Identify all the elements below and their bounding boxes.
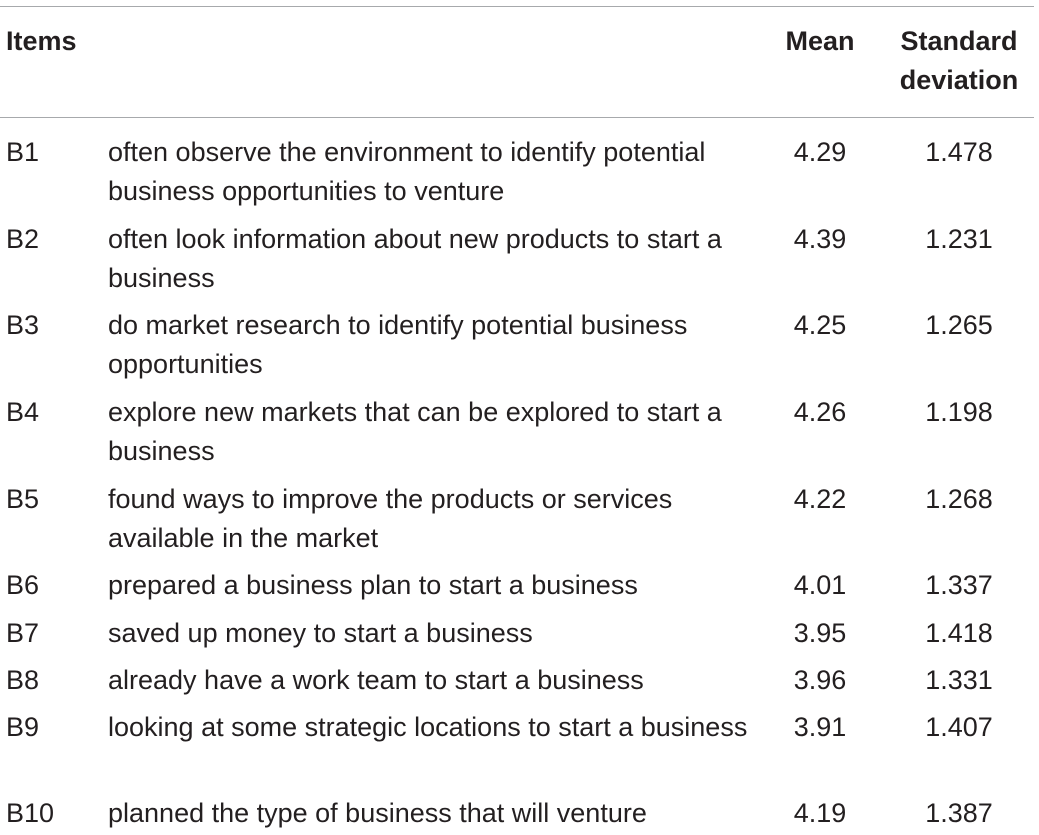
- header-mean: Mean: [785, 26, 855, 56]
- row-description: prepared a business plan to start a busi…: [108, 570, 638, 600]
- row-standard-deviation: 1.478: [925, 137, 993, 167]
- row-description: found ways to improve the products or se…: [108, 484, 673, 553]
- header-rule: [0, 117, 1034, 118]
- row-id: B4: [6, 397, 40, 427]
- header-standard-deviation: Standard deviation: [899, 26, 1019, 95]
- row-id: B9: [6, 712, 40, 742]
- row-mean: 4.19: [793, 798, 847, 828]
- row-mean: 4.25: [793, 310, 847, 340]
- row-description: looking at some strategic locations to s…: [108, 712, 748, 742]
- row-mean: 3.95: [793, 618, 847, 648]
- row-standard-deviation: 1.387: [925, 798, 993, 828]
- row-id: B1: [6, 137, 40, 167]
- row-standard-deviation: 1.418: [925, 618, 993, 648]
- row-mean: 4.22: [793, 484, 847, 514]
- row-description: planned the type of business that will v…: [108, 798, 647, 828]
- header-items: Items: [6, 26, 77, 56]
- row-standard-deviation: 1.337: [925, 570, 993, 600]
- row-standard-deviation: 1.265: [925, 310, 993, 340]
- row-id: B10: [6, 798, 55, 828]
- row-standard-deviation: 1.331: [925, 665, 993, 695]
- row-standard-deviation: 1.231: [925, 224, 993, 254]
- row-id: B8: [6, 665, 40, 695]
- row-id: B3: [6, 310, 40, 340]
- row-description: often observe the environment to identif…: [108, 137, 706, 206]
- row-mean: 4.29: [793, 137, 847, 167]
- row-id: B7: [6, 618, 40, 648]
- row-description: saved up money to start a business: [108, 618, 533, 648]
- row-mean: 4.26: [793, 397, 847, 427]
- row-mean: 4.01: [793, 570, 847, 600]
- row-description: already have a work team to start a busi…: [108, 665, 644, 695]
- row-id: B6: [6, 570, 40, 600]
- top-rule: [0, 6, 1034, 7]
- row-id: B5: [6, 484, 40, 514]
- row-id: B2: [6, 224, 40, 254]
- row-standard-deviation: 1.268: [925, 484, 993, 514]
- row-standard-deviation: 1.198: [925, 397, 993, 427]
- row-standard-deviation: 1.407: [925, 712, 993, 742]
- row-description: do market research to identify potential…: [108, 310, 688, 379]
- row-mean: 4.39: [793, 224, 847, 254]
- row-description: often look information about new product…: [108, 224, 722, 293]
- row-mean: 3.91: [793, 712, 847, 742]
- row-description: explore new markets that can be explored…: [108, 397, 722, 466]
- row-mean: 3.96: [793, 665, 847, 695]
